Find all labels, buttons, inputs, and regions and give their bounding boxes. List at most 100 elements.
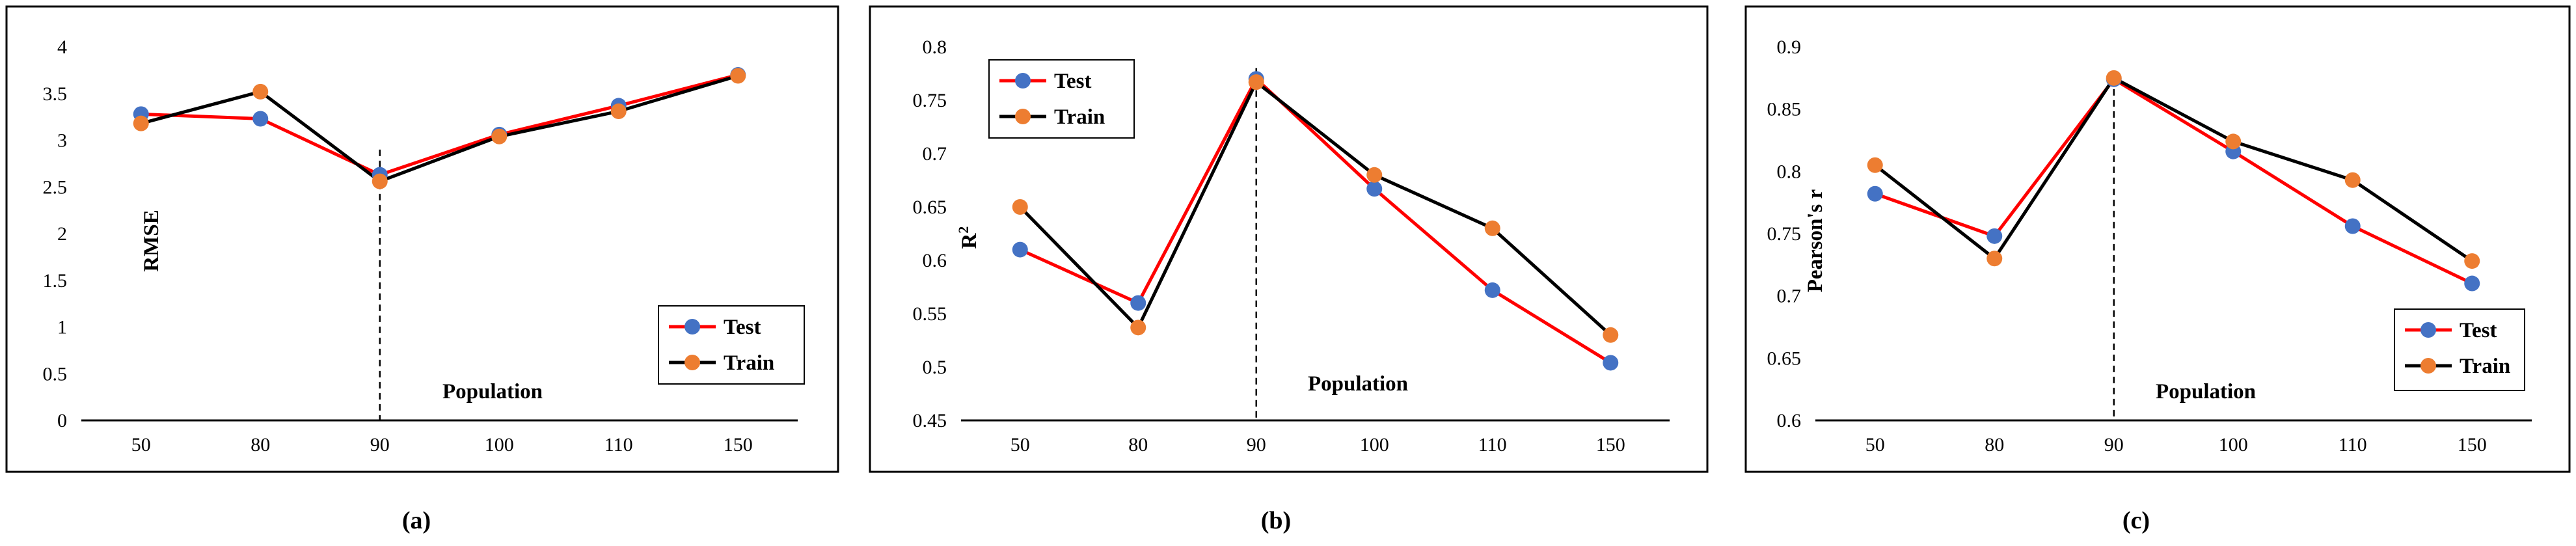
y-axis-title: RMSE [140,210,163,271]
series-line-test [1019,77,1612,364]
data-point-test [1130,295,1146,311]
data-point-test [1366,181,1383,197]
y-tick-label: 0.55 [913,303,947,325]
series-line-test [141,73,739,177]
y-tick-label: 0.7 [923,143,947,165]
legend: Test Train [658,305,805,385]
data-point-train [1603,327,1619,343]
y-tick-label: 0.45 [913,410,947,431]
x-tick-label: 80 [1985,434,2004,456]
data-point-test [2464,275,2480,292]
data-point-train [372,173,388,189]
legend-label: Train [2460,355,2510,378]
data-point-train [2464,253,2480,269]
data-point-train [2106,70,2122,86]
y-tick-label: 3 [57,130,67,152]
legend-swatch-marker [1015,109,1031,124]
x-tick-label: 80 [251,434,270,456]
x-axis-title: Population [2156,380,2256,403]
x-tick-label: 110 [1478,434,1507,456]
data-point-test [1012,241,1028,258]
data-point-train [252,83,269,100]
x-tick-label: 100 [2219,434,2248,456]
x-tick-label: 50 [131,434,151,456]
chart-panel-c: 0.6 0.65 0.7 0.75 0.8 0.85 0.9 50 80 90 100 110 150 P… [1744,5,2571,473]
data-point-train [610,103,627,120]
legend-swatch-marker [685,319,700,334]
data-point-train [133,115,149,131]
data-point-test [1603,355,1619,371]
y-tick-label: 0.65 [913,197,947,218]
data-point-train [1130,320,1146,336]
x-tick-label: 90 [2104,434,2124,456]
data-point-train [1986,251,2003,267]
data-point-train [730,68,746,84]
data-point-train [2225,133,2242,150]
y-tick-label: 0.8 [923,36,947,58]
y-tick-label: 0.5 [923,357,947,378]
series-line-train [1874,76,2473,263]
x-tick-label: 110 [2339,434,2367,456]
data-point-test [1986,228,2003,244]
y-tick-label: 0.65 [1767,348,1802,369]
legend-swatch-marker [2420,358,2436,374]
legend-swatch-marker [1015,73,1031,89]
legend-label: Train [724,351,774,375]
x-tick-label: 80 [1128,434,1148,456]
legend-swatch-marker [2420,322,2436,338]
panel-frame [5,5,839,473]
y-tick-label: 2.5 [43,176,68,198]
y-tick-label: 0.6 [1777,410,1802,431]
data-point-train [2344,172,2361,188]
panel-frame [1744,5,2571,473]
legend-swatch-marker [685,355,700,370]
series-line-train [141,74,739,184]
y-tick-label: 0.9 [1777,36,1802,58]
data-point-train [1867,157,1883,173]
x-tick-label: 110 [604,434,633,456]
panel-caption: (b) [1261,507,1291,534]
legend-label: Test [724,316,761,339]
legend: Test Train [988,59,1135,139]
data-point-test [1867,185,1883,202]
legend-box [2394,308,2525,391]
x-axis-title: Population [442,380,543,403]
x-tick-label: 150 [2458,434,2487,456]
data-point-train [491,128,508,144]
panel-caption: (a) [402,507,431,534]
y-tick-label: 0.8 [1777,161,1802,182]
data-point-train [1248,74,1264,90]
legend-label: Test [2460,319,2497,342]
data-point-train [1012,199,1028,215]
legend: Test Train [2394,308,2525,391]
y-tick-label: 0.7 [1777,286,1802,307]
series-line-train [1018,80,1612,336]
x-tick-label: 150 [724,434,753,456]
data-point-train [1484,220,1500,236]
legend-label: Test [1054,70,1091,93]
y-tick-label: 0.75 [913,90,947,111]
legend-label: Train [1054,105,1105,129]
x-tick-label: 50 [1865,434,1885,456]
x-tick-label: 150 [1596,434,1625,456]
x-tick-label: 50 [1010,434,1030,456]
x-tick-label: 100 [485,434,514,456]
chart-panel-a: 0 0.5 1 1.5 2 2.5 3 3.5 4 50 80 90 100 110 150 RMSE Popu… [5,5,839,473]
y-tick-label: 1 [57,317,67,338]
y-tick-label: 1.5 [43,270,68,292]
panel-caption: (c) [2122,507,2150,534]
data-point-test [1484,282,1500,298]
chart-panel-b: 0.45 0.5 0.55 0.6 0.65 0.7 0.75 0.8 50 80 90 100 110… [869,5,1709,473]
y-tick-label: 4 [57,36,67,58]
legend-box [658,305,805,385]
series-line-test [1874,77,2473,285]
x-tick-label: 90 [1247,434,1266,456]
y-tick-label: 0.85 [1767,99,1802,120]
data-point-test [2344,218,2361,234]
x-tick-label: 100 [1360,434,1389,456]
y-tick-label: 0.5 [43,363,68,385]
data-point-train [1366,167,1383,183]
y-tick-label: 3.5 [43,83,68,105]
y-axis-title-superscript: 2 [955,226,971,234]
